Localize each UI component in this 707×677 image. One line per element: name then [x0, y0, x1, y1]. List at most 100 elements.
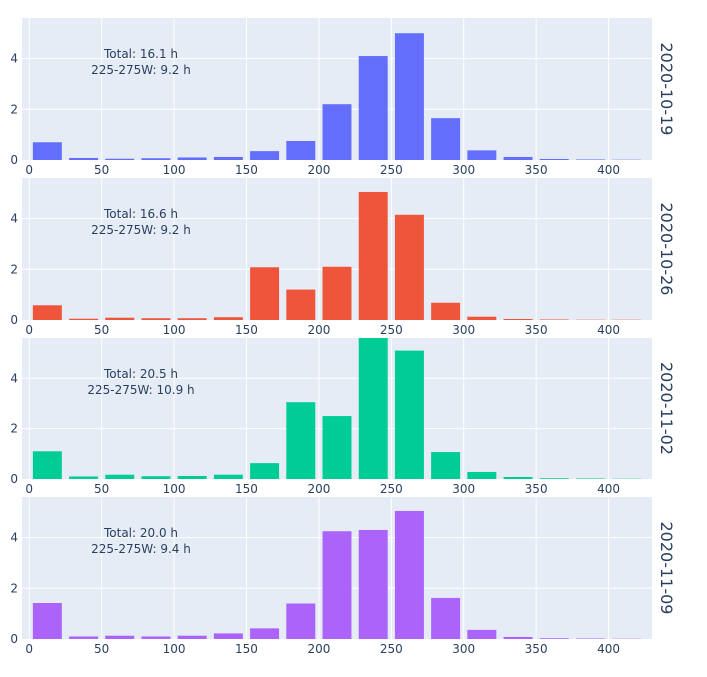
facet-label: 2020-11-02 [657, 362, 676, 455]
x-tick-label: 50 [94, 482, 109, 496]
bar [539, 638, 569, 639]
bar [141, 318, 171, 320]
bar [177, 157, 207, 160]
facet-label: 2020-10-19 [657, 43, 676, 136]
bar [431, 302, 461, 320]
x-tick-label: 400 [597, 642, 620, 656]
x-tick-label: 100 [163, 482, 186, 496]
x-tick-label: 200 [307, 482, 330, 496]
bar [32, 305, 62, 320]
bar [431, 452, 461, 479]
x-tick-label: 150 [235, 323, 258, 337]
x-tick-label: 150 [235, 642, 258, 656]
range-annotation: 225-275W: 9.2 h [91, 63, 191, 77]
total-annotation: Total: 16.6 h [103, 207, 178, 221]
x-tick-label: 150 [235, 163, 258, 177]
x-tick-label: 300 [452, 323, 475, 337]
x-tick-label: 250 [380, 482, 403, 496]
x-tick-label: 400 [597, 323, 620, 337]
x-tick-label: 250 [380, 642, 403, 656]
x-tick-label: 100 [163, 642, 186, 656]
y-tick-label: 4 [10, 52, 18, 66]
facet-panel-2020-10-26: 0 2 4 0 50 100 150 200 250 300 350 400 Total: 16.6 h… [10, 178, 676, 337]
bar [141, 476, 171, 479]
x-tick-label: 250 [380, 163, 403, 177]
bar [539, 158, 569, 160]
range-annotation: 225-275W: 9.4 h [91, 542, 191, 556]
bar [177, 318, 207, 320]
x-tick-label: 50 [94, 163, 109, 177]
bar [105, 317, 135, 320]
x-tick-label: 0 [25, 642, 33, 656]
x-tick-label: 300 [452, 163, 475, 177]
bar [358, 529, 388, 639]
y-tick-label: 0 [10, 632, 18, 646]
y-tick-label: 0 [10, 313, 18, 327]
x-tick-label: 50 [94, 642, 109, 656]
x-tick-label: 300 [452, 482, 475, 496]
x-tick-label: 350 [525, 642, 548, 656]
x-tick-label: 200 [307, 163, 330, 177]
bar [575, 638, 605, 639]
bar [358, 56, 388, 160]
x-tick-label: 100 [163, 163, 186, 177]
x-tick-label: 0 [25, 482, 33, 496]
y-tick-label: 0 [10, 153, 18, 167]
bar [575, 478, 605, 479]
x-tick-label: 400 [597, 482, 620, 496]
bar [358, 338, 388, 479]
x-tick-label: 350 [525, 482, 548, 496]
bar [503, 476, 533, 479]
x-tick-label: 200 [307, 323, 330, 337]
bar [322, 416, 352, 479]
bar [539, 478, 569, 479]
x-tick-label: 0 [25, 323, 33, 337]
x-tick-label: 400 [597, 163, 620, 177]
range-annotation: 225-275W: 9.2 h [91, 223, 191, 237]
bar [503, 636, 533, 639]
bar [467, 150, 497, 160]
x-tick-label: 300 [452, 642, 475, 656]
bar [250, 463, 280, 479]
bar [539, 319, 569, 320]
bar [177, 635, 207, 639]
bar [358, 191, 388, 320]
bar [394, 350, 424, 479]
facet-label: 2020-11-09 [657, 522, 676, 615]
total-annotation: Total: 16.1 h [103, 47, 178, 61]
bar [322, 531, 352, 639]
bar [32, 602, 62, 639]
bar [394, 33, 424, 160]
bar [105, 474, 135, 479]
bar [69, 157, 99, 160]
bar [467, 629, 497, 639]
bar [141, 636, 171, 639]
x-tick-label: 150 [235, 482, 258, 496]
x-tick-label: 100 [163, 323, 186, 337]
bar [69, 476, 99, 479]
bar [286, 402, 316, 479]
bar [286, 140, 316, 160]
bar [322, 104, 352, 160]
bar [467, 316, 497, 320]
bar [575, 159, 605, 160]
bar [141, 158, 171, 160]
bar [394, 510, 424, 639]
y-tick-label: 4 [10, 371, 18, 385]
y-tick-label: 2 [10, 262, 18, 276]
bar [503, 156, 533, 160]
x-tick-label: 50 [94, 323, 109, 337]
bar [69, 318, 99, 320]
y-tick-label: 2 [10, 102, 18, 116]
y-tick-label: 4 [10, 531, 18, 545]
bar [250, 267, 280, 320]
bar [213, 317, 243, 320]
bar [32, 142, 62, 160]
y-tick-label: 2 [10, 422, 18, 436]
bar [286, 289, 316, 320]
bar [177, 475, 207, 479]
bar [213, 156, 243, 160]
y-tick-label: 2 [10, 581, 18, 595]
bar [503, 318, 533, 320]
